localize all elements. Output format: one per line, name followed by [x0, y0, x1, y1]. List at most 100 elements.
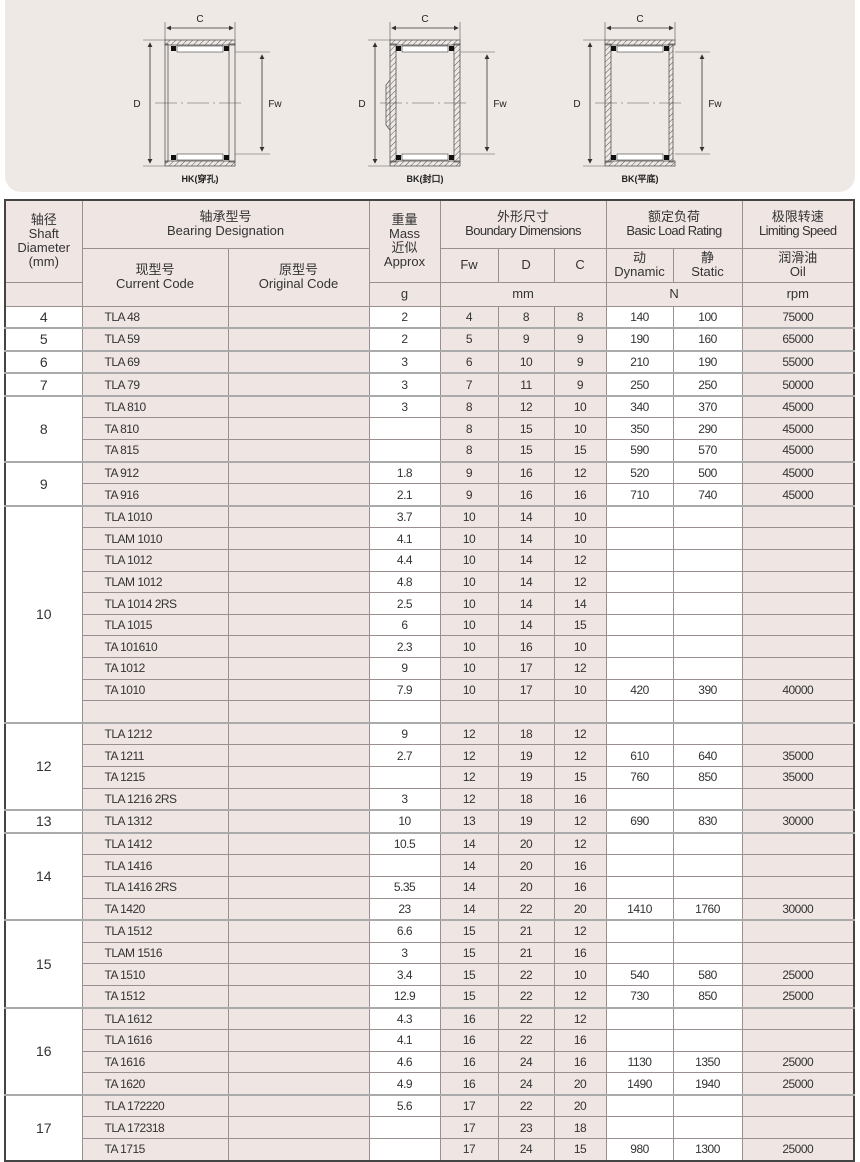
cell-d: 14 [497, 527, 555, 551]
header-shaft-spacer [4, 282, 83, 307]
cell-dynamic: 590 [605, 439, 674, 463]
cell-static: 500 [672, 460, 743, 485]
cell-c: 15 [553, 765, 607, 789]
cell-current-code: TA 1715 [81, 1138, 229, 1162]
cell-original-code [227, 875, 370, 899]
cell-fw: 4 [439, 305, 499, 329]
cell-c: 16 [553, 483, 607, 507]
table-row: 6 TLA 69 3 6 10 9 210 190 55000 [4, 349, 855, 374]
cell-fw: 15 [439, 963, 499, 986]
cell-dynamic: 980 [605, 1138, 674, 1162]
cell-d: 21 [497, 941, 555, 965]
cell-current-code: TLA 1416 2RS [81, 875, 229, 899]
table-row: TA 810 8 15 10 350 290 45000 [5, 417, 855, 441]
cell-speed [741, 1029, 855, 1052]
header-shaft: 轴径 Shaft Diameter (mm) [4, 199, 83, 283]
table-row: TA 916 2.1 9 16 16 710 740 45000 [5, 483, 855, 507]
cell-static: 370 [672, 394, 743, 419]
cell-current-code: TLA 1014 2RS [81, 592, 229, 615]
cell-speed: 30000 [741, 809, 855, 834]
cell-d: 22 [497, 1093, 555, 1118]
cell-c: 12 [553, 809, 607, 834]
cell-static: 100 [672, 305, 743, 329]
cell-dynamic: 610 [605, 744, 674, 767]
cell-current-code: TA 916 [81, 483, 229, 507]
cell-fw: 16 [439, 1050, 499, 1074]
cell-static [672, 1116, 743, 1140]
cell-current-code: TLA 1612 [81, 1006, 229, 1031]
cell-c: 12 [553, 984, 607, 1009]
cell-static [672, 854, 743, 877]
cell-mass: 5.35 [368, 875, 441, 899]
header-fw: Fw [439, 247, 499, 283]
cell-fw: 17 [439, 1093, 499, 1118]
unit-g: g [368, 281, 441, 307]
cell-fw: 9 [439, 483, 499, 507]
table-row: TLA 1616 4.1 16 22 16 [5, 1029, 855, 1052]
cell-dynamic [605, 1006, 674, 1031]
header-current-code: 现型号 Current Code [81, 247, 229, 307]
cell-current-code: TLAM 1010 [81, 527, 229, 551]
cell-mass: 4.4 [368, 549, 441, 572]
table-row: TA 1512 12.9 15 22 12 730 850 25000 [5, 984, 855, 1009]
cell-c: 16 [553, 875, 607, 899]
cell-original-code [227, 460, 370, 485]
cell-speed [741, 635, 855, 658]
table-row: TLA 1014 2RS 2.5 10 14 14 [5, 592, 855, 615]
cell-mass: 6 [368, 613, 441, 637]
cell-current-code: TA 815 [81, 439, 229, 463]
cell-fw: 12 [439, 721, 499, 746]
cell-original-code [227, 327, 370, 352]
cell-static: 160 [672, 327, 743, 352]
table-row: 16 TLA 1612 4.3 16 22 12 [4, 1006, 855, 1096]
cell-mass: 3 [368, 349, 441, 374]
cell-mass: 2.1 [368, 483, 441, 507]
cell-current-code: TA 1211 [81, 744, 229, 767]
cell-mass: 6.6 [368, 919, 441, 943]
cell-current-code: TLAM 1012 [81, 570, 229, 594]
table-row [5, 700, 855, 724]
cell-d: 12 [497, 394, 555, 419]
cell-current-code: TLA 810 [81, 394, 229, 419]
table-row: 13 TLA 1312 10 13 19 12 690 830 30000 [4, 809, 855, 834]
cell-mass: 7.9 [368, 678, 441, 702]
cell-speed [741, 549, 855, 572]
table-row: 9 TA 912 1.8 9 16 12 520 500 45000 [4, 460, 855, 507]
table-row: TLA 1216 2RS 3 12 18 16 [5, 787, 855, 811]
cell-fw: 8 [439, 394, 499, 419]
cell-fw: 7 [439, 372, 499, 397]
cell-current-code: TA 1616 [81, 1050, 229, 1074]
cell-current-code: TLA 1012 [81, 549, 229, 572]
cell-speed: 55000 [741, 349, 855, 374]
cell-static [672, 592, 743, 615]
cell-speed [741, 592, 855, 615]
cell-static: 850 [672, 765, 743, 789]
cell-c: 12 [553, 460, 607, 485]
cell-d: 22 [497, 1029, 555, 1052]
cell-fw: 14 [439, 854, 499, 877]
cell-current-code: TA 1620 [81, 1072, 229, 1096]
cell-fw: 5 [439, 327, 499, 352]
cell-dynamic [605, 1116, 674, 1140]
cell-speed [741, 1116, 855, 1140]
cell-current-code: TA 1010 [81, 678, 229, 702]
cell-mass: 3 [368, 372, 441, 397]
cell-static [672, 504, 743, 529]
cell-original-code [227, 809, 370, 834]
cell-current-code: TLA 1015 [81, 613, 229, 637]
cell-original-code [227, 787, 370, 811]
diagram-bk-flat: C D Fw BK(平底) [565, 0, 725, 184]
cell-speed: 65000 [741, 327, 855, 352]
cell-dynamic: 710 [605, 483, 674, 507]
diagram-hk: C D Fw HK(穿孔) [125, 0, 285, 184]
cell-fw: 10 [439, 613, 499, 637]
cell-shaft: 7 [4, 372, 83, 397]
cell-c: 12 [553, 570, 607, 594]
table-row: TA 815 8 15 15 590 570 45000 [5, 439, 855, 463]
cell-original-code [227, 678, 370, 702]
cell-speed [741, 919, 855, 943]
cell-original-code [227, 1072, 370, 1096]
cell-d: 22 [497, 963, 555, 986]
cell-c: 16 [553, 1029, 607, 1052]
table-row: TA 1715 17 24 15 980 1300 25000 [5, 1138, 855, 1162]
